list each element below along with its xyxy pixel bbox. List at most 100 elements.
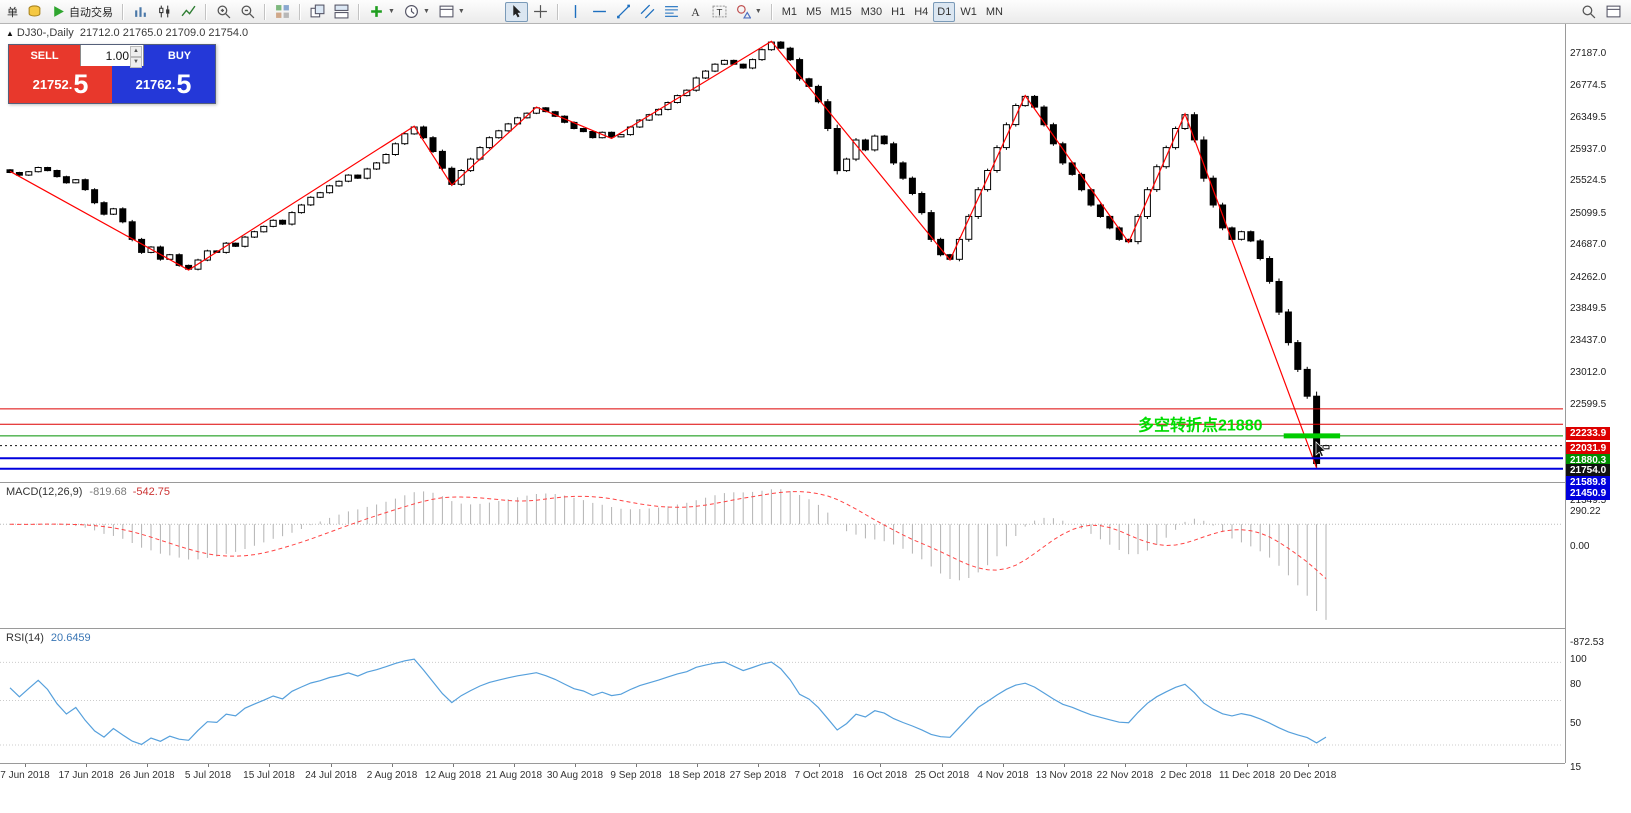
search-button[interactable]	[1577, 2, 1600, 22]
timeframe-d1-label: D1	[937, 5, 952, 18]
timeframe-mn-label: MN	[985, 5, 1003, 18]
spinner-up-icon[interactable]: ▲	[130, 46, 142, 57]
buy-button[interactable]: BUY	[144, 45, 215, 66]
toolbar-separator	[770, 3, 773, 20]
macd-pane: MACD(12,26,9) -819.68 -542.75	[0, 482, 1565, 628]
timeframe-d1[interactable]: D1	[933, 1, 956, 22]
text-button[interactable]: A	[684, 2, 707, 22]
horizontal-line-button[interactable]	[588, 2, 611, 22]
price-tag-21880.3[interactable]: 21880.3	[1566, 454, 1611, 467]
arrows-button[interactable]: ▼	[732, 2, 766, 22]
price-tag-21754.0[interactable]: 21754.0	[1566, 464, 1611, 477]
zoom-out-button[interactable]	[236, 2, 259, 22]
order-button-label: 单	[7, 6, 18, 19]
time-label: 20 Dec 2018	[1279, 770, 1337, 781]
text-label-icon: T	[712, 5, 727, 18]
timeframe-mn[interactable]: MN	[982, 2, 1007, 22]
trendline-button[interactable]	[612, 2, 635, 22]
text-label-button[interactable]: T	[708, 2, 731, 22]
timeframe-h4-label: H4	[914, 5, 929, 18]
price-tag-22031.9[interactable]: 22031.9	[1566, 442, 1611, 455]
price-tick-25524.5: 25524.5	[1570, 175, 1607, 186]
toolbar-main-group: 单 自动交易 ▼ ▼ ▼ A T ▼ M1 M5 M15 M30 H1 H4 D1 W1 MN	[3, 1, 1007, 22]
time-axis[interactable]: 7 Jun 2018 17 Jun 2018 26 Jun 2018 5 Jul 20…	[0, 763, 1565, 790]
one-click-trading-panel: SELL 1.00 ▲ ▼ BUY 21752. 5 21762. 5	[8, 44, 216, 104]
volume-spinner[interactable]: ▲ ▼	[130, 46, 142, 68]
time-tick	[942, 764, 943, 767]
templates-button[interactable]: ▼	[435, 2, 469, 22]
price-tag-21589.8[interactable]: 21589.8	[1566, 476, 1611, 489]
quotes-button[interactable]	[23, 2, 46, 22]
toolbar-separator	[205, 3, 207, 20]
price-tag-22233.9[interactable]: 22233.9	[1566, 427, 1611, 440]
timeframe-h1-label: H1	[891, 5, 906, 18]
time-tick	[1125, 764, 1126, 767]
zoom-in-icon	[217, 5, 231, 19]
data-window-button[interactable]	[1602, 2, 1625, 22]
tile-horizontal-button[interactable]	[330, 2, 353, 22]
time-label: 7 Jun 2018	[0, 770, 50, 781]
price-tick-23849.5: 23849.5	[1570, 303, 1607, 314]
sell-price[interactable]: 21752. 5	[9, 66, 112, 103]
toolbar-separator	[556, 3, 559, 20]
macd-signal-value: -542.75	[132, 486, 171, 498]
timeframe-m30[interactable]: M30	[857, 2, 886, 22]
cursor-icon	[513, 5, 521, 18]
crosshair-button[interactable]	[529, 2, 552, 22]
timeframe-h1[interactable]: H1	[887, 2, 909, 22]
macd-max-label: 290.22	[1570, 506, 1601, 517]
price-tick-21349.5: 21349.5	[1570, 495, 1607, 506]
timeframe-m1-label: M1	[781, 5, 798, 18]
toolbar-separator	[299, 3, 301, 20]
fibonacci-button[interactable]	[660, 2, 683, 22]
macd-min-label: -872.53	[1570, 637, 1604, 648]
toolbar-separator	[122, 3, 124, 20]
time-tick	[758, 764, 759, 767]
equidistant-channel-button[interactable]	[636, 2, 659, 22]
time-tick	[453, 764, 454, 767]
candlestick-chart-button[interactable]	[153, 2, 176, 22]
vertical-line-button[interactable]	[564, 2, 587, 22]
collapse-chart-icon[interactable]: ▲	[6, 29, 14, 38]
autotrading-button[interactable]: 自动交易	[47, 2, 117, 22]
price-chart[interactable]: 多空转折点21880	[0, 24, 1565, 482]
time-label: 25 Oct 2018	[914, 770, 970, 781]
time-tick	[331, 764, 332, 767]
spinner-down-icon[interactable]: ▼	[130, 57, 142, 68]
arrows-icon	[736, 5, 751, 19]
zigzag-line[interactable]	[9, 40, 1318, 469]
rsi-value: 20.6459	[50, 632, 91, 644]
cursor-button[interactable]	[504, 1, 528, 22]
time-tick	[1003, 764, 1004, 767]
macd-chart[interactable]	[0, 484, 1565, 629]
line-chart-button[interactable]	[177, 2, 200, 22]
macd-name: MACD(12,26,9)	[6, 486, 83, 498]
toolbar-right-group	[1577, 0, 1625, 23]
time-tick	[1064, 764, 1065, 767]
timeframe-m1[interactable]: M1	[778, 2, 801, 22]
tile-windows-icon	[310, 4, 325, 18]
timeframe-m15[interactable]: M15	[826, 2, 855, 22]
tile-windows-button[interactable]	[306, 2, 329, 22]
time-label: 2 Dec 2018	[1160, 770, 1212, 781]
volume-field[interactable]: 1.00 ▲ ▼	[80, 45, 144, 68]
bar-chart-button[interactable]	[129, 2, 152, 22]
timeframe-m5[interactable]: M5	[802, 2, 825, 22]
timeframe-w1[interactable]: W1	[956, 2, 981, 22]
order-button[interactable]: 单	[3, 2, 22, 22]
price-tick-25937.0: 25937.0	[1570, 144, 1607, 155]
indicators-button[interactable]	[271, 2, 294, 22]
add-indicator-button[interactable]: ▼	[365, 2, 399, 22]
rsi-chart[interactable]	[0, 630, 1565, 764]
periods-icon	[404, 5, 418, 18]
price-axis[interactable]: 27187.0 26774.5 26349.5 25937.0 25524.5 25099…	[1565, 24, 1631, 773]
time-label: 17 Jun 2018	[58, 770, 114, 781]
tile-horizontal-icon	[334, 4, 349, 19]
time-label: 9 Sep 2018	[610, 770, 662, 781]
timeframe-h4[interactable]: H4	[910, 2, 932, 22]
sell-button[interactable]: SELL	[9, 45, 80, 66]
periods-button[interactable]: ▼	[400, 2, 434, 22]
zoom-in-button[interactable]	[212, 2, 235, 22]
buy-price[interactable]: 21762. 5	[112, 66, 215, 103]
price-tag-21450.9[interactable]: 21450.9	[1566, 487, 1611, 500]
